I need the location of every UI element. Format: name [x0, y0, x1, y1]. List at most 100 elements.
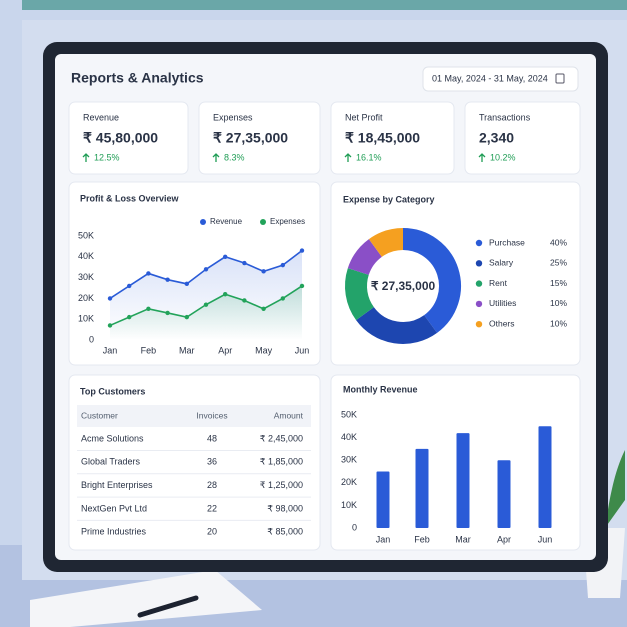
legend-dot [475, 239, 483, 247]
x-tick-label: Apr [497, 534, 511, 544]
y-tick-label: 30K [341, 455, 357, 465]
line-point [107, 296, 113, 301]
value-label: 15% [550, 278, 567, 288]
kpi-value: ₹ 18,45,000 [345, 130, 420, 146]
table-header-cell: Amount [274, 410, 304, 420]
y-tick-label: 10K [78, 314, 94, 324]
pen [137, 595, 199, 618]
legend-label: Salary [489, 258, 514, 268]
kpi-card [330, 101, 455, 175]
donut-segment [368, 228, 404, 258]
shelf [22, 0, 627, 10]
legend-dot [475, 280, 483, 287]
x-tick-label: Mar [455, 534, 471, 544]
y-tick-label: 40K [341, 432, 357, 442]
table-cell: 36 [207, 457, 217, 467]
date-range: 01 May, 2024 - 31 May, 2024 [432, 73, 548, 83]
kpi-card [68, 101, 189, 175]
x-tick-label: Jun [295, 345, 310, 355]
line-point [280, 296, 285, 301]
legend-dot [475, 321, 483, 328]
kpi-value: ₹ 27,35,000 [213, 130, 288, 146]
table-cell: 48 [207, 433, 217, 443]
legend-label: Expenses [270, 217, 305, 226]
line-point [184, 281, 189, 287]
line-point [107, 323, 113, 328]
x-tick-label: Feb [414, 534, 430, 544]
bar [538, 426, 552, 528]
kpi-card [198, 101, 321, 175]
table-cell: 28 [207, 480, 217, 490]
line-point [280, 262, 285, 268]
card-title: Monthly Revenue [343, 384, 418, 394]
table-cell: Acme Solutions [81, 433, 144, 443]
card [330, 374, 581, 551]
table-header-cell: Customer [81, 410, 118, 420]
y-tick-label: 50K [341, 409, 357, 419]
line-point [165, 277, 170, 282]
y-tick-label: 0 [352, 522, 357, 532]
legend-label: Revenue [210, 217, 243, 226]
kpi-change: 16.1% [356, 152, 382, 162]
kpi-label: Expenses [213, 112, 253, 122]
y-tick-label: 50K [78, 230, 94, 240]
kpi-label: Transactions [479, 112, 531, 122]
line-point [223, 292, 228, 297]
calendar-icon [555, 73, 565, 84]
line-point [127, 314, 132, 320]
x-tick-label: Jan [103, 345, 118, 355]
kpi-change: 8.3% [224, 152, 245, 162]
line-point [299, 283, 305, 289]
up-arrow [212, 153, 220, 162]
legend-label: Utilities [489, 298, 516, 308]
donut-segment [356, 306, 438, 344]
x-tick-label: Apr [218, 345, 232, 355]
legend-label: Purchase [489, 237, 525, 247]
x-tick-label: May [255, 345, 273, 355]
donut-segment [345, 268, 375, 321]
date-picker[interactable] [422, 66, 579, 92]
table-header [77, 405, 311, 427]
line-point [242, 260, 247, 266]
page-title: Reports & Analytics [71, 70, 204, 86]
line-point [261, 269, 266, 274]
line-point [146, 306, 151, 311]
legend-dot [475, 300, 483, 308]
table-cell: ₹ 98,000 [267, 503, 303, 513]
legend-dot [200, 219, 206, 225]
line-point [203, 267, 209, 272]
line-point [146, 271, 151, 276]
donut-segment [347, 239, 383, 276]
kpi-value: ₹ 45,80,000 [83, 130, 158, 146]
table-cell: ₹ 85,000 [267, 527, 303, 537]
line-area [110, 285, 302, 340]
donut-segment [402, 228, 461, 333]
y-tick-label: 10K [341, 500, 357, 510]
x-tick-label: Jan [376, 534, 391, 544]
bar [456, 433, 470, 528]
legend-dot [475, 260, 483, 267]
up-arrow [478, 153, 486, 162]
legend-label: Rent [489, 278, 508, 288]
y-tick-label: 40K [78, 251, 94, 261]
donut-center-label: ₹ 27,35,000 [371, 279, 436, 293]
y-tick-label: 30K [78, 272, 94, 282]
kpi-label: Revenue [83, 112, 119, 122]
table-cell: Prime Industries [81, 527, 147, 537]
plant [575, 450, 625, 528]
table-cell: Bright Enterprises [81, 480, 153, 490]
line-point [223, 254, 228, 259]
kpi-change: 12.5% [94, 152, 120, 162]
line-point [261, 306, 266, 311]
up-arrow [82, 153, 90, 162]
paper [30, 570, 262, 627]
x-tick-label: Mar [179, 345, 195, 355]
kpi-value: 2,340 [479, 130, 514, 146]
table-cell: Global Traders [81, 457, 141, 467]
line-point [184, 314, 189, 320]
card-title: Profit & Loss Overview [80, 193, 180, 203]
bar [376, 471, 390, 528]
x-tick-label: Feb [141, 345, 157, 355]
